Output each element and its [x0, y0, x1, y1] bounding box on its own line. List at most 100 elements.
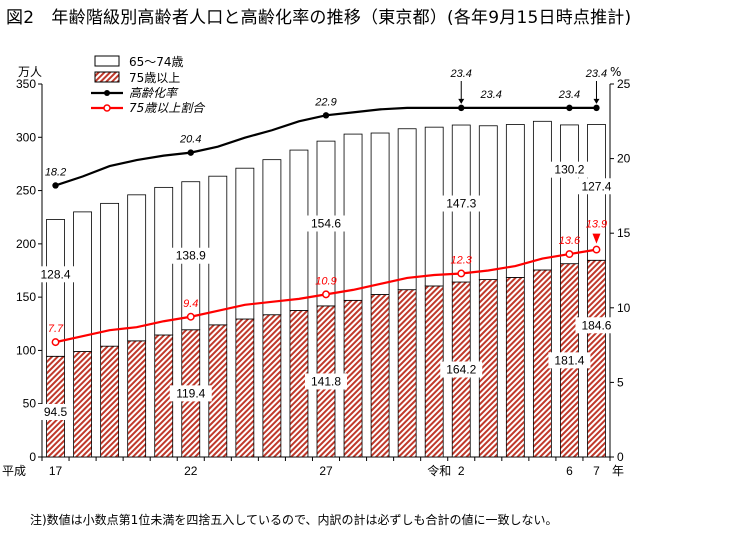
x-axis-unit: 年	[612, 464, 624, 478]
aging-rate-arrowhead	[593, 98, 600, 104]
bar-75-label: 94.5	[44, 405, 68, 419]
right-tick-label: 25	[617, 77, 631, 91]
chart-note: 注)数値は小数点第1位未満を四捨五入しているので、内訳の計は必ずしも合計の値に一…	[30, 513, 558, 527]
bar-65-74-label: 130.2	[554, 163, 584, 177]
left-tick-label: 100	[16, 343, 36, 357]
over75-ratio-label: 13.9	[586, 219, 607, 231]
aging-rate-point	[593, 104, 600, 112]
left-tick-label: 350	[16, 77, 36, 91]
bar-65-74	[560, 124, 579, 265]
over75-ratio-point	[565, 250, 574, 259]
x-tick-label: 22	[184, 464, 198, 478]
bar-75-over	[235, 318, 255, 458]
bar-65-74	[505, 124, 525, 278]
legend-label-65-74: 65～74歳	[129, 55, 184, 69]
over75-ratio-label: 13.6	[559, 235, 581, 247]
era-label-reiwa: 令和	[427, 463, 451, 478]
bar-65-74-label-bg	[169, 247, 212, 264]
legend-label-over75: 75歳以上割合	[129, 101, 206, 115]
left-tick-label: 150	[16, 290, 36, 304]
left-tick-label: 50	[23, 397, 37, 411]
right-tick-label: 20	[617, 152, 631, 166]
left-tick-label: 0	[29, 450, 36, 464]
over75-ratio-point	[186, 312, 195, 321]
bar-65-74-label-bg	[440, 195, 483, 212]
legend-swatch-75	[94, 71, 120, 83]
bar-65-74	[397, 128, 417, 291]
bar-65-74-label: 147.3	[446, 197, 476, 211]
bar-75-over	[397, 289, 417, 458]
left-axis-unit: 万人	[18, 65, 42, 79]
bar-65-74-label: 154.6	[311, 217, 341, 231]
bar-75-label: 119.4	[176, 386, 205, 400]
bar-65-74-label-bg	[34, 266, 77, 283]
legend-label-75: 75歳以上	[129, 71, 180, 85]
bar-75-label-bg	[575, 317, 618, 334]
bar-75-label-bg	[548, 352, 591, 369]
bar-65-74	[262, 159, 282, 316]
over75-ratio-point	[322, 290, 330, 299]
over75-ratio-point	[592, 245, 601, 254]
bar-75-label: 164.2	[446, 363, 476, 377]
aging-rate-point	[458, 104, 465, 112]
left-tick-label: 200	[16, 237, 36, 251]
left-tick-label: 250	[16, 184, 36, 198]
bar-65-74-label: 128.4	[41, 267, 71, 281]
over75-ratio-point	[457, 269, 466, 278]
right-axis-unit: %	[610, 65, 621, 79]
legend-label-aging: 高齢化率	[129, 86, 179, 100]
bars	[46, 120, 606, 458]
bar-65-74-label-bg	[575, 178, 618, 195]
bar-65-74	[532, 120, 552, 271]
bar-75-label: 184.6	[581, 318, 611, 332]
over75-ratio-label: 12.3	[451, 254, 473, 266]
bar-75-over	[262, 314, 282, 458]
bar-65-74	[127, 194, 147, 342]
right-tick-label: 10	[617, 301, 631, 315]
bar-65-74-label-bg	[548, 161, 591, 178]
left-tick-label: 300	[16, 130, 36, 144]
aging-rate-label: 18.2	[45, 166, 66, 178]
aging-rate-top-label: 23.4	[450, 68, 472, 80]
right-tick-label: 5	[617, 375, 624, 389]
right-tick-label: 15	[617, 226, 631, 240]
aging-rate-label: 22.9	[314, 96, 336, 108]
bar-75-over	[505, 277, 525, 458]
aging-rate-point	[322, 112, 330, 119]
right-tick-label: 0	[617, 450, 624, 464]
over75-ratio-point	[51, 338, 60, 347]
aging-rate-label: 23.4	[558, 89, 580, 101]
x-tick-label: 2	[458, 464, 465, 478]
x-tick-label: 6	[566, 464, 573, 478]
legend-marker-over75	[103, 104, 111, 112]
bar-75-over	[127, 340, 147, 458]
bar-65-74	[370, 132, 390, 295]
bar-65-74	[46, 219, 65, 357]
lines	[51, 104, 601, 347]
bar-75-label: 181.4	[554, 353, 584, 367]
over75-ratio-label: 10.9	[315, 275, 336, 287]
bar-65-74-label: 127.4	[581, 179, 611, 193]
bar-75-over	[73, 351, 92, 458]
legend-marker-aging	[104, 90, 110, 96]
chart-title: 図2 年齢階級別高齢者人口と高齢化率の推移（東京都）(各年9月15日時点推計)	[6, 8, 632, 28]
era-label-heisei: 平成	[2, 464, 26, 478]
data-labels: 128.4 138.9 154.6 147.3 130.2 127.4 94.5 119.4 1…	[34, 68, 618, 420]
aging-rate-label: 20.4	[179, 134, 201, 146]
over75-ratio-arrowhead	[592, 233, 601, 244]
bar-75-over	[370, 294, 390, 458]
bar-75-label: 141.8	[311, 374, 341, 388]
aging-rate-point	[52, 182, 59, 189]
bar-65-74-label-bg	[305, 215, 347, 232]
aging-rate-point	[566, 104, 573, 112]
bar-65-74	[100, 202, 120, 347]
over75-ratio-label: 7.7	[48, 323, 64, 335]
aging-rate-label: 23.4	[480, 89, 502, 101]
aging-rate-point	[187, 149, 194, 156]
x-tick-label: 7	[593, 464, 600, 478]
bar-75-label-bg	[440, 361, 483, 378]
bar-75-label-bg	[169, 385, 212, 402]
bar-75-label-bg	[305, 373, 347, 390]
